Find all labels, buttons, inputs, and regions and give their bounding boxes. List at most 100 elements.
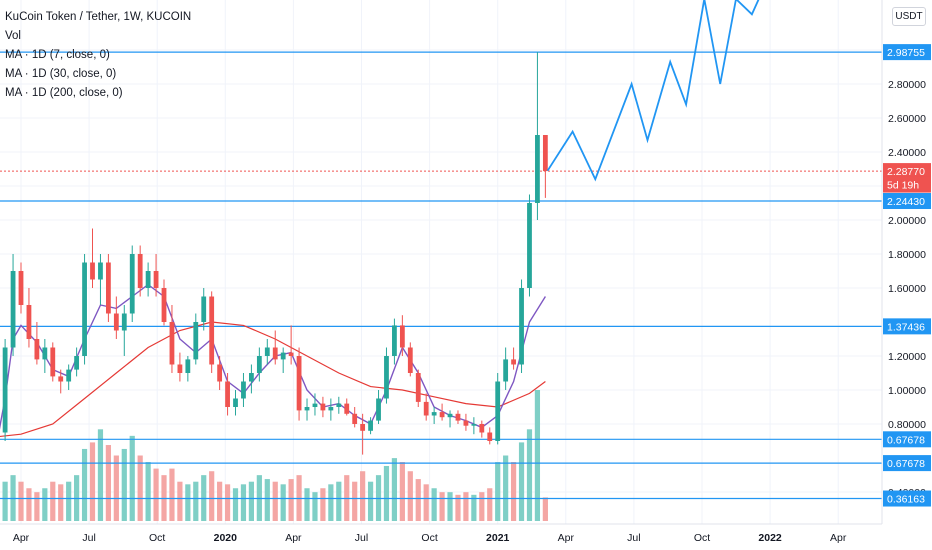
volume-bar <box>503 455 509 521</box>
candle-body <box>161 288 167 322</box>
candle-body <box>399 325 405 348</box>
price-tick-label: 2.80000 <box>888 79 926 91</box>
price-marker-box <box>883 431 931 448</box>
price-tick-label: 2.40000 <box>888 147 926 159</box>
candle-body <box>463 420 469 426</box>
volume-bar <box>18 481 24 521</box>
candle-body <box>439 412 445 418</box>
volume-bar <box>534 390 541 521</box>
price-marker-box <box>883 490 931 507</box>
time-axis-background[interactable] <box>0 524 882 550</box>
volume-bar <box>463 492 469 521</box>
candle-body <box>177 364 183 373</box>
time-tick-label: Oct <box>421 532 437 544</box>
volume-bar <box>58 484 64 521</box>
candle-body <box>376 398 381 421</box>
volume-bar <box>42 488 48 521</box>
price-tick-label: 1.00000 <box>888 385 926 397</box>
price-tick-label: 1.60000 <box>888 283 926 295</box>
price-marker-box <box>883 176 931 193</box>
price-tick-label: 0.80000 <box>888 419 926 431</box>
candle-body <box>2 347 8 433</box>
symbol-title[interactable]: KuCoin Token / Tether, 1W, KUCOIN <box>5 11 192 23</box>
price-marker-label: 0.67678 <box>887 458 925 470</box>
candle-body <box>392 325 397 356</box>
candle-body <box>527 203 532 288</box>
volume-bar <box>288 479 294 521</box>
horizontal-levels <box>0 51 882 500</box>
candle-body <box>225 381 230 407</box>
candle-body <box>352 413 358 424</box>
candle-body <box>10 271 16 348</box>
volume-legend[interactable]: Vol <box>5 30 21 42</box>
candle-body <box>137 254 143 288</box>
volume-layer <box>2 390 548 521</box>
candle-body <box>344 403 350 414</box>
candle-body <box>241 381 246 399</box>
volume-bar <box>193 481 199 521</box>
volume-bar <box>447 492 453 521</box>
price-scale[interactable]: 32.800002.600002.400002.200002.000001.80… <box>888 45 926 499</box>
price-tick-label: 1.80000 <box>888 249 926 261</box>
volume-bar <box>264 479 270 521</box>
price-marker-label: 2.28770 <box>887 166 925 178</box>
candle-body <box>193 322 199 360</box>
candle-body <box>217 364 223 382</box>
time-tick-label: Jul <box>627 532 640 544</box>
candle-body <box>288 352 294 356</box>
candle-body <box>90 262 95 280</box>
volume-bar <box>217 481 223 521</box>
time-tick-label: Apr <box>558 532 575 544</box>
candle-body <box>320 403 326 411</box>
volume-bar <box>185 484 191 521</box>
candle-body <box>233 398 238 407</box>
price-marker-label: 1.37436 <box>887 321 925 333</box>
price-marker-label: 0.36163 <box>887 494 925 506</box>
ma200-legend[interactable]: MA · 1D (200, close, 0) <box>5 87 123 99</box>
volume-bar <box>272 481 278 521</box>
time-tick-label: Jul <box>82 532 95 544</box>
candle-body <box>487 432 493 441</box>
forecast-zigzag <box>546 0 760 182</box>
candle-body <box>519 288 524 365</box>
candles-layer <box>2 52 548 455</box>
volume-bar <box>367 481 374 521</box>
volume-bar <box>26 488 32 521</box>
candle-body <box>280 352 286 360</box>
candle-body <box>105 262 111 314</box>
candle-body <box>431 412 437 416</box>
volume-bar <box>2 481 8 521</box>
price-tick-label: 1.20000 <box>888 351 926 363</box>
candle-body <box>18 271 24 305</box>
volume-bar <box>129 435 135 521</box>
time-tick-label: 2020 <box>214 532 238 544</box>
candle-body <box>336 403 342 407</box>
volume-bar <box>34 492 40 521</box>
time-tick-label: Oct <box>694 532 710 544</box>
candle-body <box>447 413 453 418</box>
candle-body <box>479 424 485 433</box>
volume-bar <box>50 481 56 521</box>
candle-body <box>264 347 270 356</box>
time-axis[interactable]: Apr Jul Oct 2020 Apr Jul Oct 2021 Apr Jul Oct 2022 A… <box>13 532 847 544</box>
currency-button[interactable]: USDT <box>892 7 926 26</box>
grid-layer <box>0 0 882 524</box>
volume-bar <box>383 465 390 521</box>
volume-bar <box>209 471 215 521</box>
moving-averages <box>0 283 546 438</box>
volume-bar <box>89 442 96 521</box>
volume-bar <box>510 462 517 521</box>
volume-bar <box>455 494 461 521</box>
volume-bar <box>423 484 429 521</box>
ma30-legend[interactable]: MA · 1D (30, close, 0) <box>5 68 117 80</box>
ma7-legend[interactable]: MA · 1D (7, close, 0) <box>5 49 110 61</box>
candle-body <box>415 373 421 402</box>
candle-body <box>98 262 103 280</box>
volume-bar <box>280 484 286 521</box>
price-markers: 2.98755 2.28770 5d 19h 2.24430 1.37436 0.6767… <box>883 44 931 507</box>
candle-body <box>74 356 80 370</box>
volume-bar <box>526 429 533 521</box>
time-tick-label: Apr <box>830 532 847 544</box>
volume-bar <box>232 488 239 521</box>
